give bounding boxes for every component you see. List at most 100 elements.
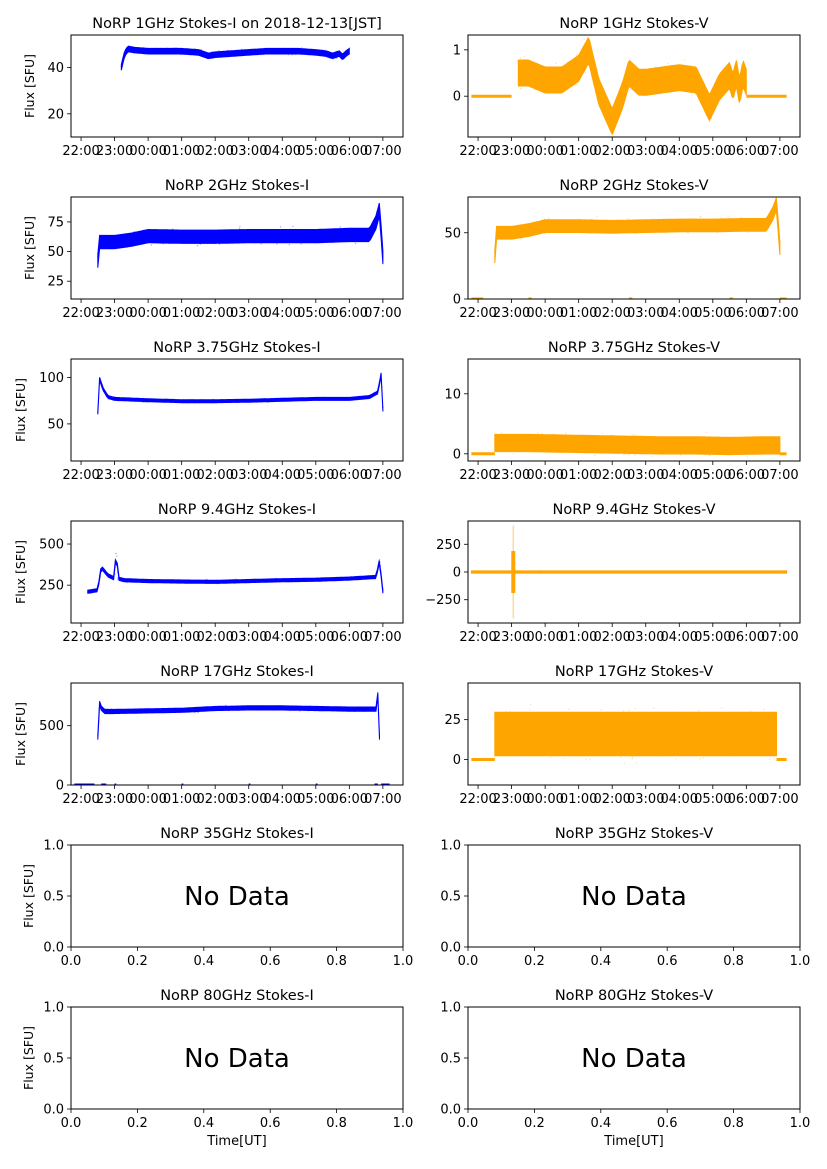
data-point [569,73,571,75]
data-point [260,579,262,581]
data-point [527,223,529,225]
data-point [746,439,748,441]
data-point [285,398,288,401]
data-point [347,577,350,579]
data-point [539,443,541,445]
data-point [327,52,329,55]
data-point [286,49,288,51]
data-point [571,74,574,76]
data-point [183,234,185,236]
data-point [204,230,206,232]
data-point [540,86,542,89]
data-point [341,233,343,235]
data-point [150,50,152,52]
data-point [343,53,345,56]
data-point [278,239,280,241]
data-point [214,240,216,242]
data-point [158,401,160,403]
data-point [738,451,741,453]
data-point [587,54,589,56]
data-point [540,228,543,231]
data-point [633,82,635,85]
data-point [613,227,615,230]
data-point [230,400,232,403]
data-point [260,399,262,402]
data-point [318,398,321,400]
data-point [369,576,371,578]
data-point [605,223,607,225]
data-point [745,86,747,88]
data-point [125,237,128,240]
data-point [165,580,167,583]
data-point [304,398,306,400]
data-point [188,49,190,52]
data-point [624,437,626,440]
data-point [250,400,253,402]
data-point [201,234,203,236]
data-point [164,48,167,51]
data-point [370,394,372,396]
data-point [624,446,626,448]
data-point [718,447,720,450]
data-point [287,581,290,583]
data-point [594,441,597,443]
data-point [574,81,576,83]
data-point [176,579,178,582]
data-point [677,81,679,83]
data-point [336,399,338,401]
data-point [353,232,355,234]
data-point [631,78,633,81]
data-point [260,399,262,401]
data-point [156,581,158,583]
data-point [123,577,125,580]
data-point [314,399,316,401]
data-point [360,234,363,237]
data-point [738,96,740,98]
data-point [594,79,596,82]
data-point [664,438,666,440]
data-point [645,69,647,72]
data-point [545,439,547,441]
data-point [374,575,377,578]
data-point [269,228,271,231]
data-point [560,89,563,92]
data-point [238,400,241,402]
data-point [165,232,168,234]
data-point [322,53,325,55]
data-point [564,442,566,444]
data-point [619,231,621,233]
data-point [164,400,166,403]
data-point [277,50,280,52]
data-point [570,75,572,77]
data-point [674,74,677,77]
data-point [520,75,522,77]
data-point [583,229,585,232]
data-point [558,88,560,90]
data-point [171,399,173,401]
data-point [573,78,575,80]
data-point [610,226,612,228]
data-point [736,83,738,86]
data-point [298,51,301,53]
data-point [500,229,503,231]
data-point [244,49,246,51]
data-point [347,232,349,234]
data-point [657,80,659,82]
data-point [616,114,618,117]
data-point [322,233,324,236]
data-point [285,399,287,401]
data-point [297,231,299,233]
data-point [572,64,575,67]
data-point [695,225,697,227]
data-point [633,437,636,439]
data-point [196,51,198,54]
data-point [140,49,142,51]
data-point [194,52,197,54]
data-point [684,222,687,224]
data-point [670,449,673,452]
data-point [723,444,726,446]
data-point [284,398,286,401]
data-point [283,235,285,237]
data-point [235,401,238,403]
data-point [586,221,588,224]
